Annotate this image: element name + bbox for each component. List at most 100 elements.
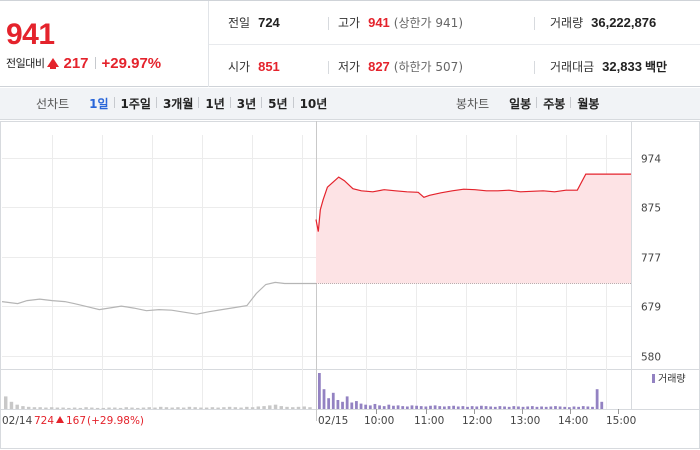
- volume-bar-prev-day: [222, 407, 226, 409]
- prev-day-line: [1, 281, 316, 315]
- volume-bar-prev-day: [159, 406, 163, 409]
- open-cell: 시가 851: [228, 45, 280, 88]
- volume-bar-today: [470, 406, 474, 409]
- volume-bar-today: [498, 406, 502, 409]
- candle-chart-tabs: 봉차트 일봉 주봉 월봉: [456, 88, 605, 119]
- tab-1week[interactable]: 1주일: [113, 95, 157, 112]
- volume-bar-prev-day: [170, 407, 174, 409]
- tab-daily[interactable]: 일봉: [509, 97, 532, 111]
- volume-bar-today: [368, 405, 372, 409]
- volume-bar-today: [373, 403, 377, 409]
- volume-bar-prev-day: [262, 406, 266, 409]
- y-tick-label: 679: [641, 302, 661, 314]
- y-tick-label: 974: [641, 154, 661, 166]
- volume-bar-prev-day: [9, 401, 14, 409]
- volume-bar-prev-day: [245, 406, 249, 409]
- divider: [328, 17, 329, 30]
- volume-bar-today: [526, 406, 530, 409]
- volume-bar-today: [452, 405, 456, 409]
- volume-bar-today: [415, 405, 418, 409]
- volume-bar-prev-day: [84, 407, 88, 409]
- up-arrow-icon: [47, 58, 60, 69]
- volume-bar-today: [493, 406, 497, 409]
- volume-bar-today: [530, 406, 534, 409]
- volume-legend-swatch: [652, 374, 655, 383]
- prev-day-pct-text: (+29.98%): [87, 415, 144, 427]
- volume-bar-prev-day: [101, 407, 106, 409]
- volume-bar-today: [364, 404, 368, 409]
- volume-bar-today: [322, 389, 326, 409]
- volume-bar-prev-day: [4, 396, 8, 409]
- x-tick-label-prev-day: 02/14: [2, 415, 33, 427]
- volume-bar-today: [424, 406, 428, 409]
- row-divider: [209, 44, 700, 45]
- upper-limit-text: (상한가 941): [393, 16, 463, 30]
- volume-bar-prev-day: [216, 407, 220, 409]
- volume-bar-today: [544, 406, 548, 409]
- volume-bar-today: [507, 406, 511, 409]
- volume-bar-prev-day: [181, 407, 186, 409]
- volume-bar-prev-day: [176, 407, 180, 409]
- volume-legend-label: 거래량: [658, 373, 686, 385]
- chart-tab-bar: 선차트 1일 1주일 3개월 1년 3년 5년 10년 봉차트 일봉 주봉 월봉: [0, 88, 700, 120]
- volume-bar-today: [581, 406, 585, 409]
- volume-bar-today: [586, 406, 590, 409]
- change-value: 217: [63, 54, 89, 72]
- x-tick-label: 14:00: [558, 415, 588, 427]
- tab-1year[interactable]: 1년: [198, 95, 230, 112]
- tab-3months[interactable]: 3개월: [155, 95, 199, 112]
- volume-bar-prev-day: [291, 407, 295, 409]
- line-chart-tabs: 선차트 1일 1주일 3개월 1년 3년 5년 10년: [36, 88, 333, 119]
- tab-weekly[interactable]: 주봉: [536, 95, 571, 112]
- tab-1day[interactable]: 1일: [89, 97, 109, 111]
- change-percent: +29.97%: [101, 54, 162, 72]
- volume-bar-today: [549, 406, 553, 409]
- up-arrow-icon: [56, 416, 64, 423]
- volume-bar-prev-day: [72, 407, 77, 409]
- volume-bar-today: [419, 406, 423, 409]
- volume-bar-today: [461, 406, 465, 409]
- x-tick-label-today: 02/15: [318, 415, 348, 427]
- volume-bar-today: [341, 401, 344, 409]
- volume-bar-prev-day: [239, 407, 243, 409]
- volume-bar-prev-day: [61, 407, 65, 409]
- volume-bar-today: [535, 406, 539, 409]
- x-tick-label: 15:00: [606, 415, 636, 427]
- volume-bar-prev-day: [250, 407, 255, 409]
- volume-label: 거래량: [550, 16, 584, 30]
- volume-value: 36,222,876: [591, 15, 657, 30]
- tab-5years[interactable]: 5년: [261, 95, 293, 112]
- volume-bar-today: [331, 392, 335, 409]
- volume-bar-prev-day: [199, 407, 203, 409]
- volume-bar-prev-day: [308, 407, 312, 409]
- volume-bar-prev-day: [187, 406, 192, 409]
- volume-bar-prev-day: [113, 407, 117, 409]
- low-cell: 저가 827 (하한가 507): [338, 45, 463, 88]
- volume-bar-today: [318, 373, 321, 409]
- volume-bar-prev-day: [107, 407, 111, 409]
- volume-bar-prev-day: [26, 406, 31, 409]
- volume-bar-today: [595, 389, 599, 409]
- volume-bar-today: [336, 400, 340, 409]
- tab-10years[interactable]: 10년: [292, 95, 334, 112]
- volume-bar-prev-day: [130, 407, 134, 409]
- chart-frame: [0, 121, 700, 449]
- line-chart-title: 선차트: [36, 97, 70, 111]
- tab-3years[interactable]: 3년: [229, 95, 262, 112]
- volume-bar-prev-day: [256, 406, 261, 409]
- divider: [328, 61, 329, 74]
- x-tick-label: 11:00: [414, 415, 444, 427]
- chart-canvas[interactable]: 974 875 777 679 580 거래량 02/14 724 167 (+29.98%) 02…: [0, 121, 700, 450]
- volume-bar-today: [558, 406, 562, 409]
- open-label: 시가: [228, 60, 251, 74]
- change-label: 전일대비: [6, 57, 45, 70]
- volume-bar-today: [567, 407, 571, 409]
- tab-monthly[interactable]: 월봉: [570, 95, 605, 112]
- volume-bar-today: [466, 406, 469, 409]
- volume-bar-prev-day: [49, 407, 54, 409]
- volume-bar-today: [387, 404, 391, 409]
- volume-bar-prev-day: [193, 407, 197, 409]
- volume-bar-today: [359, 403, 363, 409]
- candle-chart-title: 봉차트: [456, 97, 490, 111]
- volume-bar-today: [521, 406, 525, 409]
